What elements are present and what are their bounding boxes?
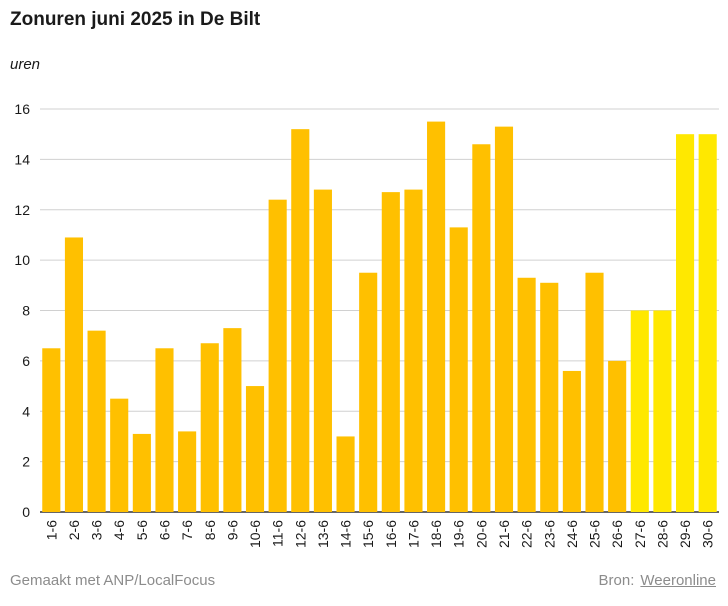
x-tick-label: 3-6 xyxy=(89,520,105,540)
y-tick-label: 16 xyxy=(14,101,30,117)
bar-11-6 xyxy=(268,199,287,512)
x-tick-label: 15-6 xyxy=(360,520,376,548)
footer-source: Bron: Weeronline xyxy=(599,572,716,589)
bar-28-6 xyxy=(653,310,672,512)
bar-5-6 xyxy=(132,433,151,512)
bar-3-6 xyxy=(87,330,106,512)
source-link[interactable]: Weeronline xyxy=(640,572,716,589)
bar-27-6 xyxy=(630,310,649,512)
x-tick-label: 28-6 xyxy=(654,520,670,548)
y-tick-label: 2 xyxy=(22,454,30,470)
x-tick-label: 27-6 xyxy=(632,520,648,548)
bar-12-6 xyxy=(291,129,310,512)
bar-9-6 xyxy=(223,328,242,512)
x-tick-label: 5-6 xyxy=(134,520,150,540)
x-tick-label: 1-6 xyxy=(43,520,59,540)
x-tick-labels: 1-6 2-6 3-6 4-6 5-6 6-6 7-6 8-6 9-6 10-6 11-6 12-6 1… xyxy=(43,520,715,548)
bar-22-6 xyxy=(517,277,536,512)
y-tick-label: 8 xyxy=(22,303,30,319)
bar-26-6 xyxy=(608,360,627,513)
y-tick-label: 12 xyxy=(14,202,30,218)
bar-8-6 xyxy=(200,343,219,512)
bar-2-6 xyxy=(64,237,84,512)
bar-15-6 xyxy=(359,272,378,512)
bar-6-6 xyxy=(155,348,174,512)
source-label: Bron: xyxy=(598,572,635,589)
bar-19-6 xyxy=(449,227,468,512)
bars xyxy=(42,121,717,513)
bar-25-6 xyxy=(585,272,604,512)
y-tick-label: 6 xyxy=(22,353,30,369)
x-tick-label: 26-6 xyxy=(609,520,625,548)
x-tick-label: 10-6 xyxy=(247,520,263,548)
y-tick-label: 10 xyxy=(14,252,30,268)
bar-14-6 xyxy=(336,436,355,512)
x-tick-label: 25-6 xyxy=(587,520,603,548)
bar-16-6 xyxy=(381,192,400,512)
x-tick-label: 16-6 xyxy=(383,520,399,548)
bar-29-6 xyxy=(676,134,695,512)
x-tick-label: 19-6 xyxy=(451,520,467,548)
bar-7-6 xyxy=(178,431,197,512)
y-tick-label: 14 xyxy=(14,151,30,167)
y-tick-label: 0 xyxy=(22,504,30,520)
x-tick-label: 21-6 xyxy=(496,520,512,548)
x-tick-label: 6-6 xyxy=(156,520,172,540)
bar-13-6 xyxy=(313,189,332,512)
bar-24-6 xyxy=(562,370,581,512)
x-tick-label: 12-6 xyxy=(292,520,308,548)
bar-4-6 xyxy=(110,398,129,512)
x-tick-label: 2-6 xyxy=(66,520,82,540)
x-tick-label: 17-6 xyxy=(405,520,421,548)
x-tick-label: 14-6 xyxy=(338,520,354,548)
footer-credit: Gemaakt met ANP/LocalFocus xyxy=(10,572,216,589)
x-tick-label: 9-6 xyxy=(224,520,240,540)
bar-30-6 xyxy=(698,134,717,512)
bar-1-6 xyxy=(42,348,61,512)
x-tick-label: 30-6 xyxy=(700,520,716,548)
y-tick-labels: 0 2 4 6 8 10 12 14 16 xyxy=(14,101,30,520)
x-tick-label: 13-6 xyxy=(315,520,331,548)
y-axis-unit-label: uren xyxy=(10,56,41,73)
bar-20-6 xyxy=(472,144,491,512)
y-tick-label: 4 xyxy=(22,403,30,419)
bar-17-6 xyxy=(404,189,423,512)
bar-10-6 xyxy=(245,386,265,512)
x-tick-label: 22-6 xyxy=(519,520,535,548)
x-tick-label: 8-6 xyxy=(202,520,218,540)
x-tick-label: 11-6 xyxy=(270,520,286,547)
x-tick-label: 18-6 xyxy=(428,520,444,548)
bar-18-6 xyxy=(427,121,446,512)
x-tick-label: 23-6 xyxy=(541,520,557,548)
x-tick-label: 7-6 xyxy=(179,520,195,540)
x-tick-label: 29-6 xyxy=(677,520,693,548)
bar-23-6 xyxy=(540,282,559,512)
bar-21-6 xyxy=(494,126,514,512)
x-tick-label: 20-6 xyxy=(473,520,489,548)
gridlines xyxy=(40,108,719,513)
x-tick-label: 4-6 xyxy=(111,520,127,540)
chart-title: Zonuren juni 2025 in De Bilt xyxy=(10,9,261,30)
x-tick-label: 24-6 xyxy=(564,520,580,548)
